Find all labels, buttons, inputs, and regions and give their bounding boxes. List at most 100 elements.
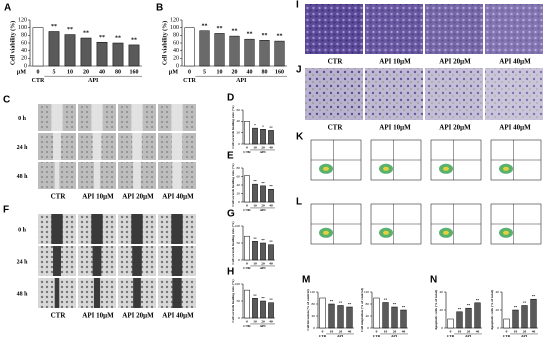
group-label: API <box>236 78 247 84</box>
value-label: ** <box>247 32 253 38</box>
y-tick-label: 80 <box>366 302 370 306</box>
y-tick-label: 40 <box>237 183 241 187</box>
value-label: ** <box>523 300 527 304</box>
bar <box>64 34 76 67</box>
value-label: ** <box>476 298 480 302</box>
panel-letter: M <box>302 275 310 286</box>
group-label: CTR <box>243 150 251 154</box>
x-tick-label: 40 <box>247 69 253 75</box>
wound-gap <box>131 214 143 244</box>
bar <box>503 318 510 329</box>
bar <box>465 307 472 329</box>
value-label: ** <box>269 240 273 244</box>
panel-letter: F <box>3 205 9 216</box>
x-tick-label: 20 <box>261 145 265 149</box>
x-tick-label: 20 <box>83 69 89 75</box>
y-tick-label: 100 <box>170 25 179 31</box>
y-tick-label: 20 <box>237 191 241 195</box>
bar <box>268 130 274 145</box>
wound-gap <box>132 133 142 160</box>
y-tick-label: 120 <box>170 17 179 23</box>
group-label: CTR <box>373 334 381 338</box>
value-label: ** <box>384 297 388 301</box>
value-label: ** <box>514 305 518 309</box>
column-label: API 20μM <box>439 124 471 132</box>
column-label: CTR <box>51 193 67 201</box>
column-label: API 10μM <box>379 124 411 132</box>
bar <box>328 303 335 329</box>
column-label: API 20μM <box>122 193 154 201</box>
column-label: CTR <box>51 312 67 320</box>
group-label: API <box>391 334 398 338</box>
x-tick-label: 20 <box>339 329 343 333</box>
wound-gap <box>172 162 182 189</box>
y-axis-label: Cell scratch healing rate (%) <box>231 163 235 207</box>
value-label: ** <box>232 29 238 35</box>
bar <box>112 42 124 67</box>
bar <box>512 309 519 329</box>
y-tick-label: 0 <box>497 326 499 330</box>
wound-gap <box>93 162 101 189</box>
y-tick-label: 0 <box>238 142 240 146</box>
bar <box>244 38 255 67</box>
x-tick-label: 10 <box>514 329 518 333</box>
y-tick-label: 60 <box>237 174 241 178</box>
column-label: API 10μM <box>82 193 114 201</box>
wound-gap <box>172 278 182 308</box>
group-label: CTR <box>243 208 251 212</box>
cell-cluster-core <box>383 230 389 235</box>
y-tick-label: 0 <box>238 258 240 262</box>
y-axis-label: Apoptotic cells (% of total) <box>490 289 494 330</box>
y-axis-label: Apoptotic cells (% of total) <box>434 289 438 330</box>
column-label: API 20μM <box>439 58 471 66</box>
value-label: ** <box>261 296 265 300</box>
y-axis-label: Cell scratch healing rate (%) <box>231 279 235 323</box>
group-label: API <box>260 266 267 270</box>
bar <box>382 302 389 329</box>
bar <box>184 27 195 67</box>
value-label: ** <box>261 238 265 242</box>
y-tick-label: 80 <box>237 166 241 170</box>
bar <box>400 309 407 329</box>
bar <box>80 37 92 67</box>
bar <box>337 305 344 329</box>
group-label: CTR <box>243 324 251 328</box>
y-tick-label: 20 <box>496 308 500 312</box>
x-tick-label: 20 <box>261 319 265 323</box>
y-tick-label: 80 <box>21 33 27 39</box>
x-tick-label: 20 <box>523 329 527 333</box>
bar <box>260 242 266 261</box>
panel-letter: J <box>296 65 302 76</box>
panel-letter: A <box>4 3 11 14</box>
x-tick-label: 10 <box>253 261 257 265</box>
panel-letter: L <box>296 197 302 208</box>
x-tick-label: 40 <box>269 319 273 323</box>
x-tick-label: 40 <box>402 329 406 333</box>
bar <box>32 27 44 67</box>
wound-gap <box>171 104 183 131</box>
y-tick-label: 50 <box>237 299 241 303</box>
y-tick-label: 40 <box>312 314 316 318</box>
group-label: API <box>260 324 267 328</box>
value-label: ** <box>202 23 208 29</box>
y-tick-label: 0 <box>367 326 369 330</box>
bar <box>199 30 210 67</box>
x-tick-label: 40 <box>476 329 480 333</box>
unit-label: μM <box>169 69 178 75</box>
bar <box>530 298 537 329</box>
wound-gap <box>91 214 103 244</box>
x-tick-label: 80 <box>262 69 268 75</box>
wound-gap <box>132 246 142 276</box>
wound-gap <box>133 162 141 189</box>
micrograph <box>425 68 483 120</box>
y-tick-label: 0 <box>238 200 240 204</box>
value-label: ** <box>131 37 137 43</box>
column-label: API 40μM <box>162 312 194 320</box>
group-label: CTR <box>183 78 196 84</box>
panel-letter: N <box>430 275 437 286</box>
column-label: API 40μM <box>499 124 531 132</box>
bar <box>214 33 225 67</box>
y-tick-label: 20 <box>237 130 241 134</box>
wound-gap <box>133 278 141 308</box>
column-label: API 10μM <box>379 58 411 66</box>
